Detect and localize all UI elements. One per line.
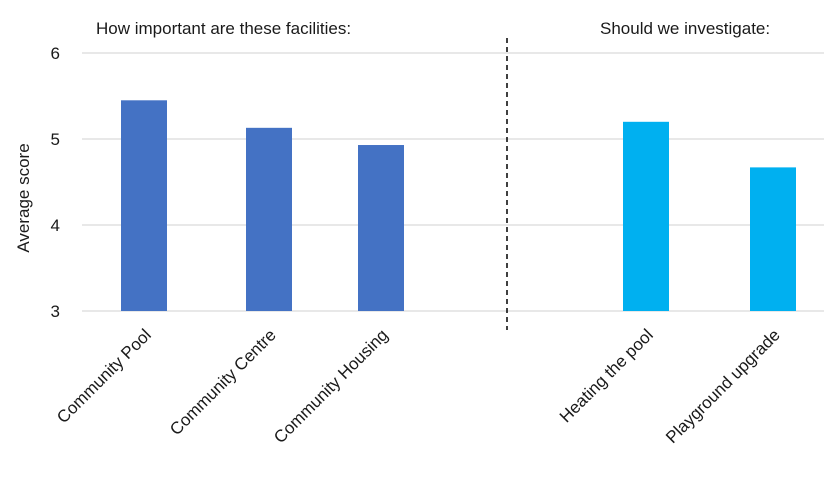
group-title-facilities: How important are these facilities:: [96, 19, 351, 38]
bars: [121, 100, 796, 311]
bar: [358, 145, 404, 311]
bar: [246, 127, 292, 311]
group-title-investigate: Should we investigate:: [600, 19, 770, 38]
y-axis-label: Average score: [14, 143, 33, 252]
x-tick-label: Heating the pool: [556, 325, 657, 426]
bar: [121, 100, 167, 311]
y-tick-label: 4: [51, 216, 60, 235]
y-tick-label: 5: [51, 130, 60, 149]
x-tick-label: Community Pool: [53, 325, 155, 427]
y-tick-label: 3: [51, 302, 60, 321]
x-axis-labels: Community Pool Community CentreCommunity …: [53, 325, 784, 447]
bar: [750, 167, 796, 311]
y-tick-label: 6: [51, 44, 60, 63]
x-tick-label: Playground upgrade: [662, 325, 784, 447]
x-tick-label: Community Centre: [166, 325, 280, 439]
y-axis-ticks: 3 4 5 6: [51, 44, 60, 321]
x-tick-label: Community Housing: [270, 325, 392, 447]
bar: [623, 121, 669, 311]
gridlines: [82, 52, 824, 312]
